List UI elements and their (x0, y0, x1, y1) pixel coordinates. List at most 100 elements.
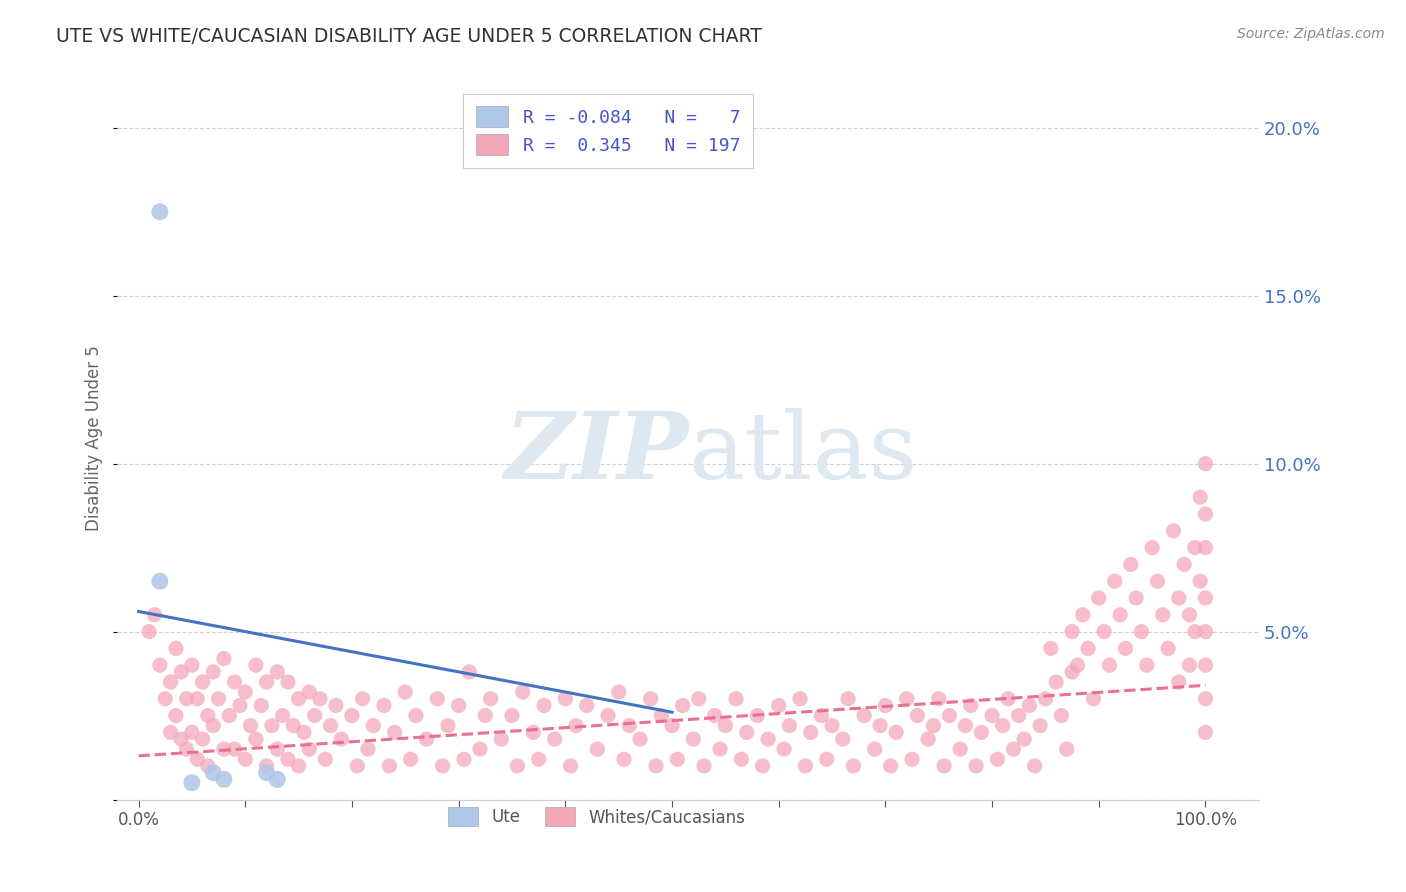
Point (180, 725, 202, 739)
Point (361, 718, 384, 732)
Point (357, 742, 380, 756)
Text: atlas: atlas (688, 408, 917, 498)
Point (751, 759, 773, 773)
Point (880, 759, 903, 773)
Point (256, 765, 278, 780)
Point (224, 742, 246, 756)
Point (778, 718, 800, 732)
Point (628, 732, 651, 747)
Point (619, 718, 641, 732)
Point (340, 708, 363, 723)
Point (266, 772, 288, 787)
Point (735, 725, 758, 739)
Point (965, 759, 987, 773)
Point (491, 732, 513, 747)
Point (640, 691, 662, 706)
Point (794, 759, 817, 773)
Point (527, 752, 550, 766)
Point (159, 725, 181, 739)
Point (245, 732, 267, 747)
Point (901, 752, 924, 766)
Point (1189, 574, 1212, 589)
Point (292, 725, 315, 739)
Point (1146, 574, 1168, 589)
Point (907, 708, 929, 723)
Point (149, 574, 172, 589)
Point (283, 718, 305, 732)
Point (1167, 591, 1189, 605)
Point (1163, 524, 1185, 538)
Point (554, 691, 576, 706)
Point (266, 742, 288, 756)
Point (1194, 541, 1216, 555)
Point (543, 732, 565, 747)
Point (730, 752, 752, 766)
Point (560, 759, 582, 773)
Point (997, 691, 1019, 706)
Point (1018, 698, 1040, 713)
Point (533, 698, 555, 713)
Point (682, 732, 704, 747)
Point (1173, 558, 1195, 572)
Point (304, 708, 326, 723)
Point (202, 718, 225, 732)
Point (672, 698, 695, 713)
Point (800, 725, 823, 739)
Point (212, 742, 235, 756)
Point (688, 691, 710, 706)
Point (863, 742, 886, 756)
Point (165, 708, 187, 723)
Point (256, 675, 278, 690)
Point (384, 725, 406, 739)
Point (768, 698, 790, 713)
Point (155, 691, 177, 706)
Point (202, 765, 225, 780)
Point (703, 708, 725, 723)
Point (180, 776, 202, 790)
Point (405, 708, 427, 723)
Point (260, 718, 283, 732)
Point (186, 691, 208, 706)
Point (197, 708, 219, 723)
Point (239, 718, 262, 732)
Point (724, 691, 747, 706)
Point (1024, 759, 1046, 773)
Point (229, 698, 252, 713)
Point (170, 732, 193, 747)
Point (1071, 607, 1094, 622)
Point (666, 752, 689, 766)
Point (831, 732, 853, 747)
Point (821, 718, 844, 732)
Point (1012, 732, 1035, 747)
Point (875, 698, 897, 713)
Point (143, 607, 166, 622)
Point (650, 708, 672, 723)
Point (373, 698, 395, 713)
Point (266, 665, 288, 679)
Point (447, 698, 470, 713)
Point (1066, 658, 1088, 673)
Y-axis label: Disability Age Under 5: Disability Age Under 5 (86, 345, 103, 532)
Point (256, 759, 278, 773)
Point (1098, 658, 1121, 673)
Point (1178, 607, 1201, 622)
Point (212, 651, 235, 665)
Point (165, 641, 187, 656)
Point (1194, 624, 1216, 639)
Point (773, 742, 796, 756)
Point (191, 675, 214, 690)
Point (330, 732, 353, 747)
Point (298, 742, 321, 756)
Point (202, 665, 225, 679)
Point (479, 691, 502, 706)
Point (474, 708, 496, 723)
Point (233, 752, 256, 766)
Point (1109, 607, 1132, 622)
Point (415, 732, 437, 747)
Point (1050, 708, 1073, 723)
Point (565, 718, 588, 732)
Point (233, 685, 256, 699)
Point (853, 708, 876, 723)
Point (271, 708, 294, 723)
Point (970, 725, 993, 739)
